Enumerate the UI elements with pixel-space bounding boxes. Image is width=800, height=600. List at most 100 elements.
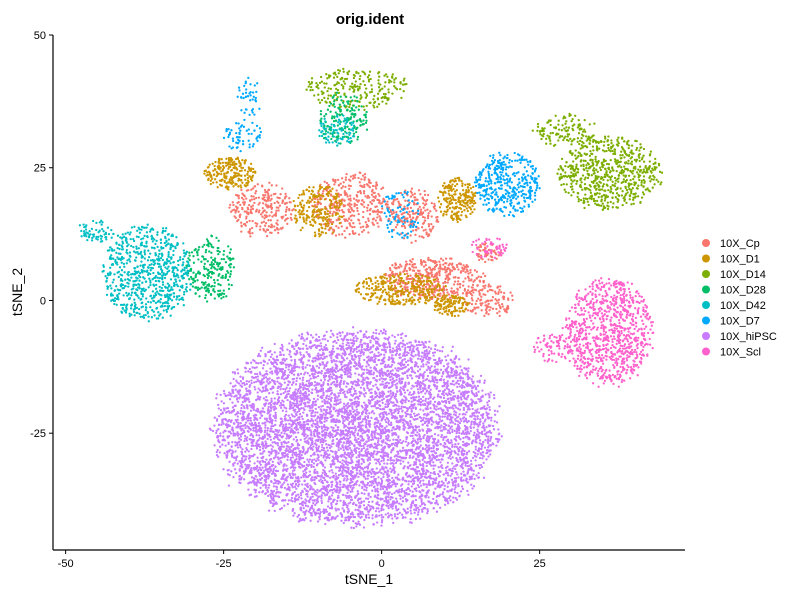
data-point (269, 231, 272, 234)
data-point (169, 262, 172, 265)
data-point (357, 212, 360, 216)
data-point (640, 184, 643, 187)
data-point (254, 171, 257, 174)
data-point (159, 301, 162, 304)
data-point (327, 194, 330, 198)
data-point (200, 286, 203, 289)
data-point (267, 199, 270, 202)
data-point (372, 289, 376, 292)
data-point (496, 195, 500, 198)
data-point (449, 202, 452, 206)
data-point (658, 170, 662, 173)
data-point (229, 176, 233, 179)
data-point (214, 160, 217, 164)
data-point (576, 171, 580, 174)
data-point (482, 280, 485, 283)
data-point (141, 293, 145, 296)
data-point (465, 188, 468, 192)
data-point (520, 176, 524, 179)
data-point (513, 172, 516, 175)
data-point (149, 294, 153, 297)
data-point (161, 258, 165, 262)
data-point (327, 94, 330, 97)
data-point (456, 283, 459, 286)
data-point (491, 295, 495, 299)
data-point (576, 191, 579, 195)
data-point (593, 185, 596, 188)
data-point (353, 176, 356, 179)
data-point (499, 175, 502, 179)
data-point (85, 224, 88, 227)
data-point (204, 169, 207, 172)
data-point (379, 218, 382, 222)
data-point (611, 206, 614, 209)
data-point (388, 281, 392, 285)
data-point (313, 231, 317, 234)
data-point (447, 293, 451, 296)
data-point (597, 188, 601, 191)
data-point (323, 96, 326, 100)
data-point (145, 242, 148, 245)
data-point (401, 212, 404, 215)
data-point (328, 219, 331, 223)
data-point (577, 168, 580, 171)
data-point (373, 94, 376, 98)
data-point (458, 206, 461, 210)
data-point (487, 258, 490, 261)
data-point (145, 297, 148, 300)
data-point (237, 177, 240, 180)
data-point (229, 248, 232, 251)
data-point (438, 285, 441, 288)
data-point (121, 248, 125, 251)
data-point (165, 227, 168, 230)
data-point (575, 163, 578, 166)
data-point (496, 311, 499, 315)
data-point (455, 216, 458, 219)
data-point (479, 194, 482, 197)
data-point (419, 297, 422, 300)
data-point (351, 226, 354, 229)
data-point (126, 303, 129, 306)
data-point (240, 221, 243, 224)
data-point (335, 97, 339, 101)
data-point (325, 82, 328, 85)
data-point (564, 135, 567, 138)
data-point (337, 226, 340, 229)
data-point (630, 182, 633, 186)
data-point (327, 224, 330, 227)
data-point (621, 203, 624, 207)
data-point (350, 219, 353, 222)
data-point (323, 117, 326, 121)
data-point (472, 291, 475, 294)
data-point (602, 144, 606, 147)
data-point (504, 310, 507, 313)
data-point (564, 190, 567, 194)
data-point (261, 202, 265, 205)
data-point (474, 306, 477, 310)
data-point (333, 84, 336, 87)
data-point (490, 258, 493, 262)
data-point (453, 267, 456, 270)
data-point (567, 139, 570, 142)
data-point (566, 135, 569, 138)
data-point (171, 233, 174, 236)
data-point (497, 290, 500, 294)
data-point (357, 108, 360, 111)
data-point (380, 282, 383, 285)
data-point (396, 215, 399, 218)
data-point (99, 237, 103, 240)
data-point (127, 271, 130, 274)
data-point (331, 228, 335, 231)
data-point (526, 174, 530, 177)
data-point (375, 181, 378, 184)
data-point (365, 110, 368, 114)
data-point (192, 278, 195, 281)
data-point (615, 169, 618, 173)
data-point (141, 305, 145, 308)
data-point (217, 295, 221, 298)
data-point (499, 178, 502, 181)
data-point (335, 140, 338, 144)
data-point (293, 205, 297, 208)
data-point (311, 88, 314, 92)
data-point (437, 308, 440, 311)
